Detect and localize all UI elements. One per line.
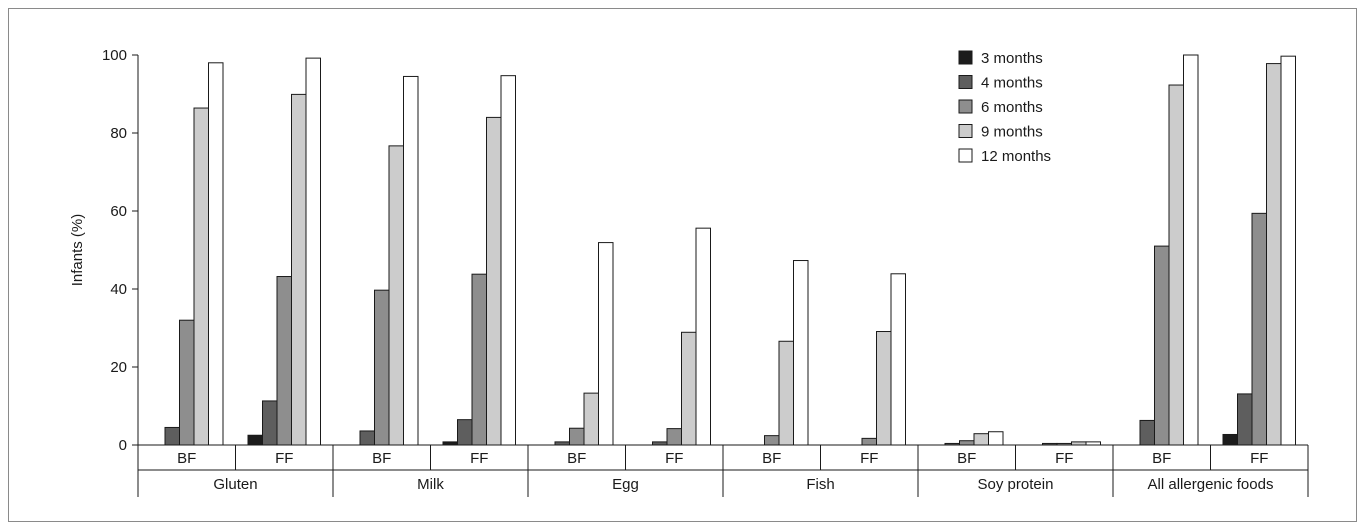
- bar-6-months-soy-protein-bf: [959, 440, 975, 446]
- bar-6-months-fish-ff: [861, 437, 877, 446]
- y-tick-label: 80: [110, 125, 127, 142]
- bar-4-months-all-allergenic-foods-ff: [1237, 393, 1253, 446]
- bar-12-months-milk-ff: [500, 75, 516, 446]
- bar-4-months-gluten-bf: [164, 426, 180, 446]
- x-tick-label: FF: [1250, 450, 1268, 467]
- bar-9-months-soy-protein-bf: [973, 433, 989, 446]
- y-axis-title: Infants (%): [69, 214, 86, 287]
- y-tick-label: 40: [110, 281, 127, 298]
- x-tick-label: FF: [470, 450, 488, 467]
- x-tick-label: FF: [275, 450, 293, 467]
- x-group-label: All allergenic foods: [1148, 476, 1274, 493]
- legend-label: 3 months: [981, 50, 1043, 67]
- bar-4-months-all-allergenic-foods-bf: [1139, 419, 1155, 446]
- bar-6-months-gluten-ff: [276, 276, 292, 446]
- y-tick-label: 20: [110, 359, 127, 376]
- chart-frame: [8, 8, 1357, 522]
- x-group-label: Gluten: [213, 476, 257, 493]
- bar-9-months-milk-ff: [486, 116, 502, 446]
- bar-12-months-egg-bf: [598, 242, 614, 446]
- axes-layer: 0 20 40 60 80 100 BF FF BF FF BF FF BF FF BF FF BF FF Glut…: [102, 47, 1309, 497]
- bar-3-months-all-allergenic-foods-ff: [1222, 433, 1238, 446]
- bar-4-months-gluten-ff: [262, 400, 278, 446]
- bar-12-months-all-allergenic-foods-bf: [1183, 54, 1199, 446]
- bar-9-months-all-allergenic-foods-ff: [1266, 63, 1282, 446]
- legend-label: 12 months: [981, 148, 1051, 165]
- bar-6-months-gluten-bf: [179, 319, 195, 446]
- legend-label: 4 months: [981, 75, 1043, 92]
- y-tick-label: 0: [119, 437, 127, 454]
- bar-12-months-fish-bf: [793, 260, 809, 446]
- bar-4-months-milk-bf: [359, 430, 375, 446]
- bar-12-months-milk-bf: [403, 75, 419, 446]
- y-tick-label: 60: [110, 203, 127, 220]
- x-tick-label: BF: [372, 450, 391, 467]
- bar-9-months-all-allergenic-foods-bf: [1168, 84, 1184, 446]
- bar-12-months-all-allergenic-foods-ff: [1280, 55, 1296, 446]
- legend-swatch: [958, 148, 973, 163]
- x-tick-label: BF: [567, 450, 586, 467]
- bar-12-months-gluten-bf: [208, 62, 224, 446]
- x-tick-label: FF: [665, 450, 683, 467]
- bar-6-months-fish-bf: [764, 435, 780, 446]
- x-group-label: Soy protein: [978, 476, 1054, 493]
- x-tick-label: BF: [957, 450, 976, 467]
- legend-label: 9 months: [981, 124, 1043, 141]
- legend: 3 months 4 months 6 months 9 months 12 month…: [958, 50, 1051, 165]
- x-group-label: Fish: [806, 476, 834, 493]
- x-tick-label: FF: [860, 450, 878, 467]
- legend-swatch: [958, 99, 973, 114]
- legend-swatch: [958, 50, 973, 65]
- bar-6-months-egg-ff: [666, 428, 682, 446]
- x-tick-label: BF: [1152, 450, 1171, 467]
- bar-9-months-egg-bf: [583, 392, 599, 446]
- bar-9-months-milk-bf: [388, 145, 404, 446]
- legend-label: 6 months: [981, 99, 1043, 116]
- bar-12-months-fish-ff: [890, 273, 906, 446]
- bar-9-months-fish-bf: [778, 340, 794, 446]
- bar-9-months-gluten-ff: [291, 93, 307, 446]
- bar-12-months-gluten-ff: [305, 57, 321, 446]
- x-tick-label: FF: [1055, 450, 1073, 467]
- bar-6-months-all-allergenic-foods-bf: [1154, 245, 1170, 446]
- x-tick-label: BF: [762, 450, 781, 467]
- bar-12-months-egg-ff: [695, 227, 711, 446]
- legend-swatch: [958, 124, 973, 138]
- legend-swatch: [958, 75, 973, 89]
- bar-4-months-milk-ff: [457, 419, 473, 446]
- x-group-label: Egg: [612, 476, 639, 493]
- x-tick-label: BF: [177, 450, 196, 467]
- bar-12-months-soy-protein-bf: [988, 431, 1004, 446]
- bar-6-months-milk-bf: [374, 289, 390, 446]
- bar-6-months-milk-ff: [471, 273, 487, 446]
- y-tick-label: 100: [102, 47, 127, 64]
- bars-layer: [164, 54, 1296, 446]
- bar-6-months-all-allergenic-foods-ff: [1251, 212, 1267, 446]
- bar-9-months-egg-ff: [681, 331, 697, 446]
- bar-3-months-gluten-ff: [247, 434, 263, 446]
- x-group-label: Milk: [417, 476, 444, 493]
- bar-9-months-fish-ff: [876, 331, 892, 446]
- bar-9-months-gluten-bf: [193, 107, 209, 446]
- bar-6-months-egg-bf: [569, 427, 585, 446]
